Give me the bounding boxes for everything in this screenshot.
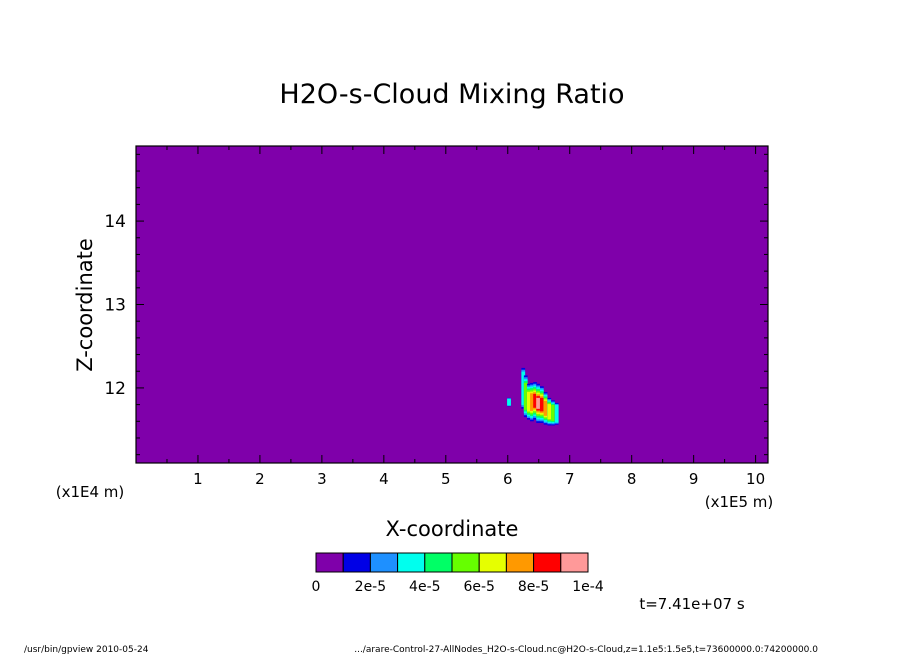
y-tick-label: 12 bbox=[104, 379, 126, 399]
colorbar-label: 4e-5 bbox=[409, 579, 440, 595]
x-tick-label: 6 bbox=[503, 470, 513, 488]
x-tick-label: 10 bbox=[746, 470, 765, 488]
colorbar-label: 8e-5 bbox=[518, 579, 549, 595]
colorbar-swatch bbox=[505, 552, 535, 573]
program-info: /usr/bin/gpview 2010-05-24 bbox=[24, 645, 149, 654]
x-tick-label: 1 bbox=[193, 470, 203, 488]
cloud-cell bbox=[554, 404, 559, 423]
chart-title: H2O-s-Cloud Mixing Ratio bbox=[279, 79, 624, 110]
colorbar-swatch bbox=[478, 552, 507, 573]
cloud-cell bbox=[539, 397, 544, 412]
colorbar-label: 1e-4 bbox=[572, 579, 604, 595]
colorbar-labels: 0 2e-5 4e-5 6e-5 8e-5 1e-4 bbox=[312, 579, 604, 595]
y-axis: 12 13 14 bbox=[104, 153, 768, 456]
x-axis-label: X-coordinate bbox=[386, 517, 519, 541]
colorbar-swatch bbox=[342, 552, 371, 573]
plot-area bbox=[135, 145, 769, 464]
colorbar-swatch bbox=[315, 552, 344, 573]
cloud-cell bbox=[526, 391, 531, 412]
colorbar-swatch bbox=[369, 552, 399, 573]
y-tick-label: 13 bbox=[104, 296, 126, 316]
colorbar-label: 0 bbox=[312, 579, 321, 595]
x-tick-label: 4 bbox=[379, 470, 389, 488]
cloud-cell bbox=[530, 393, 534, 411]
time-label: t=7.41e+07 s bbox=[639, 595, 745, 613]
cloud-cell bbox=[507, 398, 511, 406]
cloud-cell bbox=[547, 404, 552, 420]
cloud-cell bbox=[523, 382, 528, 410]
cloud-cell bbox=[536, 397, 540, 409]
y-tick-label: 14 bbox=[104, 212, 126, 232]
colorbar-label: 2e-5 bbox=[355, 579, 386, 595]
x-axis: 1 2 3 4 5 6 7 8 9 10 bbox=[166, 146, 765, 488]
colorbar-swatch bbox=[533, 552, 562, 573]
x-tick-label: 3 bbox=[317, 470, 327, 488]
colorbar bbox=[315, 552, 589, 573]
x-tick-label: 8 bbox=[627, 470, 637, 488]
cloud-cell bbox=[543, 400, 548, 416]
cloud-cell bbox=[533, 393, 537, 408]
colorbar-swatch bbox=[560, 552, 589, 573]
colorbar-swatch bbox=[397, 552, 426, 573]
cloud-region bbox=[507, 367, 559, 426]
cloud-cell bbox=[521, 371, 526, 406]
source-info: .../arare-Control-27-AllNodes_H2O-s-Clou… bbox=[354, 645, 818, 654]
x-tick-label: 2 bbox=[255, 470, 265, 488]
colorbar-swatch bbox=[451, 552, 480, 573]
x-axis-unit: (x1E5 m) bbox=[705, 493, 774, 511]
x-tick-label: 5 bbox=[441, 470, 451, 488]
cloud-cell bbox=[551, 404, 555, 421]
y-axis-label: Z-coordinate bbox=[73, 238, 97, 372]
y-axis-unit: (x1E4 m) bbox=[56, 483, 125, 501]
colorbar-swatch bbox=[424, 552, 453, 573]
colorbar-label: 6e-5 bbox=[463, 579, 494, 595]
x-tick-label: 9 bbox=[689, 470, 699, 488]
x-tick-label: 7 bbox=[565, 470, 575, 488]
